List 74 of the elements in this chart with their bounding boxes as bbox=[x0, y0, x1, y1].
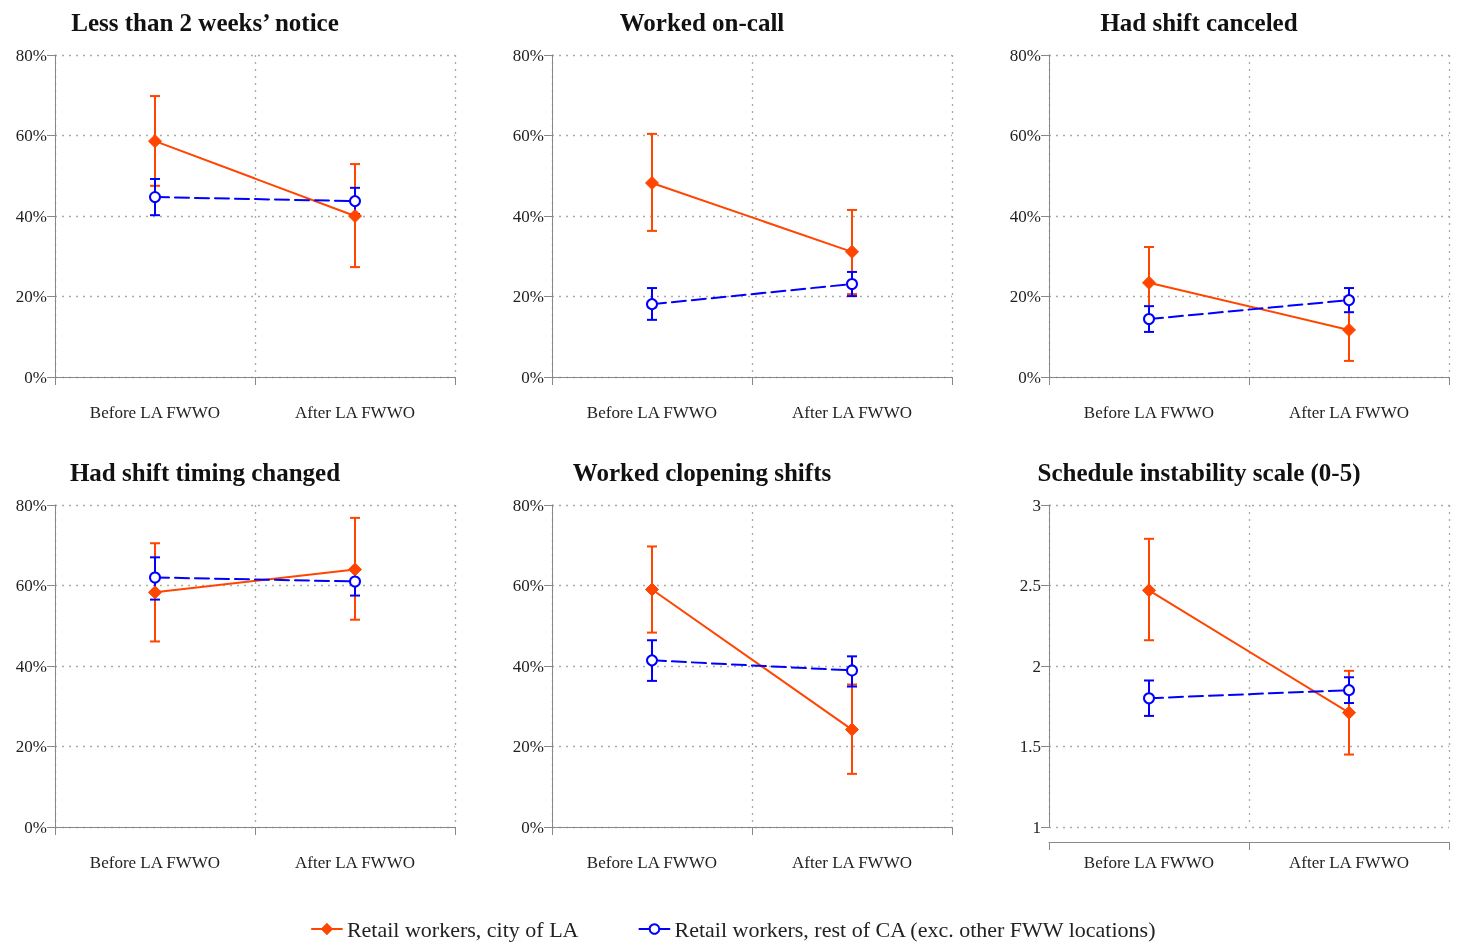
x-tick-label: Before LA FWWO bbox=[89, 403, 221, 422]
y-tick-label: 40% bbox=[15, 206, 47, 226]
point bbox=[149, 191, 161, 204]
x-tick-label: After LA FWWO bbox=[792, 403, 912, 422]
x-tick-label: After LA FWWO bbox=[1289, 403, 1409, 422]
x-tick-label: After LA FWWO bbox=[792, 853, 912, 872]
y-tick-label: 80% bbox=[512, 45, 544, 65]
point bbox=[149, 571, 161, 584]
point bbox=[348, 562, 362, 577]
chart-title: Less than 2 weeks’ notice bbox=[71, 9, 339, 36]
point bbox=[1342, 322, 1356, 337]
point bbox=[148, 134, 162, 149]
point bbox=[1343, 684, 1355, 697]
point bbox=[1143, 313, 1155, 326]
y-tick-label: 0% bbox=[521, 367, 544, 387]
point bbox=[846, 278, 858, 291]
point bbox=[646, 654, 658, 667]
chart-title: Had shift canceled bbox=[1100, 9, 1298, 36]
y-tick-label: 60% bbox=[15, 576, 47, 595]
point bbox=[846, 664, 858, 677]
point bbox=[1143, 692, 1155, 705]
y-tick-label: 1.5 bbox=[1019, 737, 1041, 756]
y-tick-label: 60% bbox=[512, 576, 544, 595]
point bbox=[348, 209, 362, 223]
point bbox=[1343, 294, 1355, 307]
y-tick-label: 60% bbox=[1009, 126, 1041, 145]
point bbox=[1142, 275, 1156, 290]
x-tick-label: Before LA FWWO bbox=[89, 853, 221, 872]
y-tick-label: 20% bbox=[512, 287, 544, 306]
y-tick-label: 20% bbox=[15, 287, 47, 306]
chart-title: Worked clopening shifts bbox=[572, 459, 832, 486]
y-tick-label: 0% bbox=[521, 817, 544, 837]
y-tick-label: 80% bbox=[15, 495, 47, 515]
chart-title: Had shift timing changed bbox=[69, 459, 341, 486]
x-tick-label: After LA FWWO bbox=[295, 403, 415, 422]
y-tick-label: 0% bbox=[24, 367, 47, 387]
point bbox=[646, 298, 658, 311]
y-tick-label: 2.5 bbox=[1019, 576, 1041, 595]
point bbox=[845, 244, 859, 259]
x-tick-label: Before LA FWWO bbox=[1083, 403, 1215, 422]
legend-label: Retail workers, rest of CA (exc. other FWW locations) bbox=[674, 916, 1156, 942]
y-tick-label: 80% bbox=[15, 45, 47, 65]
x-tick-label: After LA FWWO bbox=[1289, 853, 1409, 872]
x-tick-label: Before LA FWWO bbox=[586, 403, 718, 422]
point bbox=[1342, 705, 1356, 720]
y-tick-label: 2 bbox=[1032, 656, 1041, 676]
point bbox=[349, 575, 361, 588]
y-tick-label: 1 bbox=[1032, 817, 1041, 837]
chart-title: Worked on-call bbox=[619, 9, 785, 36]
y-tick-label: 20% bbox=[512, 737, 544, 756]
y-tick-label: 20% bbox=[1009, 287, 1041, 306]
point bbox=[349, 195, 361, 208]
y-tick-label: 60% bbox=[15, 126, 47, 145]
y-tick-label: 0% bbox=[24, 817, 47, 837]
y-tick-label: 40% bbox=[1009, 206, 1041, 226]
y-tick-label: 80% bbox=[512, 495, 544, 515]
y-tick-label: 0% bbox=[1018, 367, 1041, 387]
point bbox=[645, 582, 659, 597]
point bbox=[1142, 583, 1156, 598]
y-tick-label: 60% bbox=[512, 126, 544, 145]
x-tick-label: Before LA FWWO bbox=[586, 853, 718, 872]
y-tick-label: 40% bbox=[512, 206, 544, 226]
point bbox=[148, 585, 162, 600]
legend-label: Retail workers, city of LA bbox=[346, 916, 579, 942]
point bbox=[645, 175, 659, 190]
y-tick-label: 80% bbox=[1009, 45, 1041, 65]
point bbox=[845, 722, 859, 737]
x-tick-label: Before LA FWWO bbox=[1083, 853, 1215, 872]
x-tick-label: After LA FWWO bbox=[295, 853, 415, 872]
y-tick-label: 3 bbox=[1032, 495, 1041, 515]
y-tick-label: 40% bbox=[15, 656, 47, 676]
chart-title: Schedule instability scale (0-5) bbox=[1037, 459, 1361, 487]
y-tick-label: 40% bbox=[512, 656, 544, 676]
y-tick-label: 20% bbox=[15, 737, 47, 756]
